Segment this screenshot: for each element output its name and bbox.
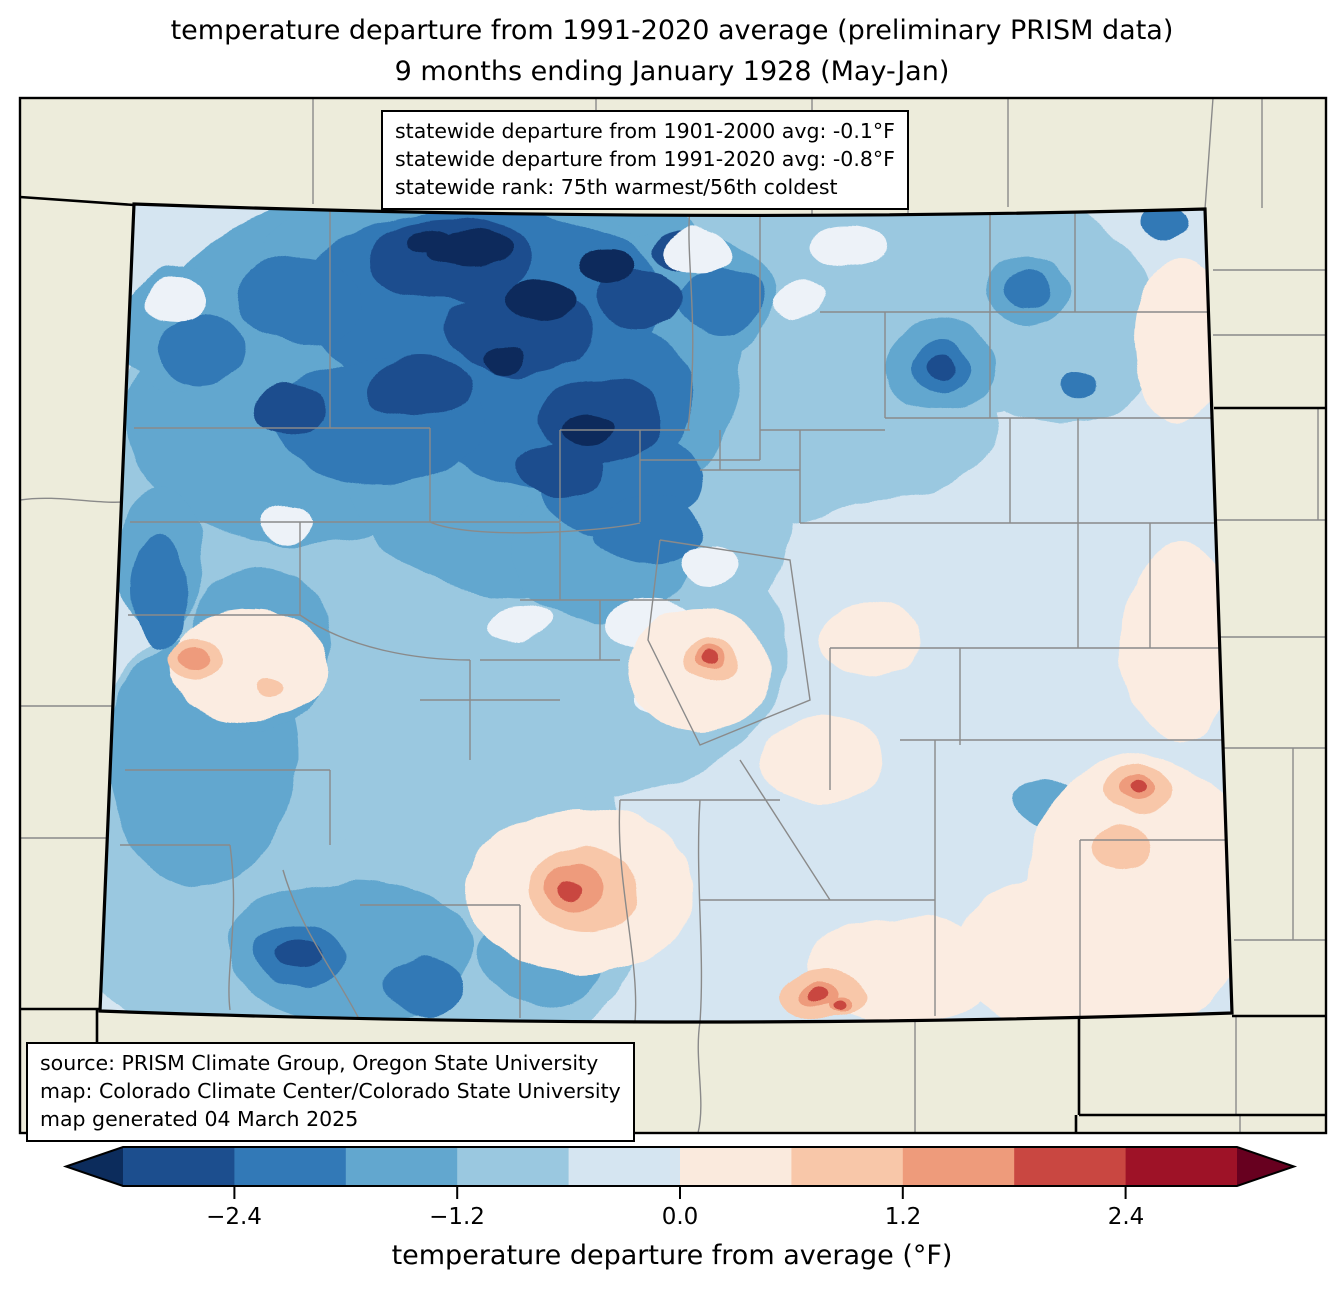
colorado-temperature-field	[100, 204, 1232, 1023]
source-line-1: source: PRISM Climate Group, Oregon Stat…	[40, 1051, 599, 1075]
colorbar-tick-label: 1.2	[884, 1204, 922, 1230]
colorbar-outline	[62, 1146, 1298, 1187]
colorbar-segment	[1014, 1147, 1127, 1186]
colorbar-segment	[902, 1147, 1015, 1186]
stats-line-2: statewide departure from 1991-2020 avg: …	[395, 147, 895, 171]
colorbar-segment	[123, 1147, 235, 1186]
colorado-state-border	[98, 202, 1234, 1024]
colorbar-tick-label: 0.0	[661, 1204, 699, 1230]
statewide-stats-box: statewide departure from 1901-2000 avg: …	[381, 110, 909, 210]
layer-coldest-cores	[409, 229, 636, 446]
source-line-3: map generated 04 March 2025	[40, 1107, 359, 1131]
colorbar-segment	[234, 1147, 347, 1186]
colorbar-under-arrow	[66, 1147, 123, 1186]
stats-line-3: statewide rank: 75th warmest/56th coldes…	[395, 175, 838, 199]
colorbar-tick-label: −2.4	[206, 1204, 262, 1230]
colorbar-segments	[123, 1147, 1238, 1186]
colorbar-tick-label: 2.4	[1107, 1204, 1145, 1230]
plot-frame	[18, 96, 1328, 1135]
colorbar-segment	[345, 1147, 458, 1186]
colorbar-over-arrow	[1237, 1147, 1294, 1186]
colorbar-segment	[1125, 1147, 1238, 1186]
colorbar-segment	[791, 1147, 904, 1186]
colorbar-segment	[568, 1147, 681, 1186]
title-line-1: temperature departure from 1991-2020 ave…	[170, 15, 1174, 46]
colorbar-segment	[680, 1147, 792, 1186]
colorbar-tick-marks	[233, 1186, 1127, 1199]
source-line-2: map: Colorado Climate Center/Colorado St…	[40, 1079, 621, 1103]
contour-blobs	[100, 204, 1232, 1023]
colorbar-axis-label: temperature departure from average (°F)	[391, 1240, 953, 1271]
layer-red-cores	[557, 653, 1147, 1013]
stats-line-1: statewide departure from 1901-2000 avg: …	[395, 119, 895, 143]
layer-pale-pink	[168, 258, 1232, 1023]
colorado-county-lines	[120, 206, 1229, 1023]
source-attribution-box: source: PRISM Climate Group, Oregon Stat…	[26, 1042, 635, 1142]
title-line-2: 9 months ending January 1928 (May-Jan)	[394, 56, 950, 87]
colorbar-segment	[457, 1147, 570, 1186]
figure-title: temperature departure from 1991-2020 ave…	[0, 10, 1344, 92]
colorbar	[62, 1146, 1298, 1199]
colorbar-tick-label: −1.2	[429, 1204, 485, 1230]
